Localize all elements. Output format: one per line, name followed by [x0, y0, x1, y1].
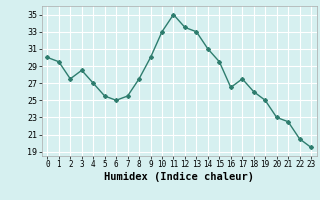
X-axis label: Humidex (Indice chaleur): Humidex (Indice chaleur) [104, 172, 254, 182]
